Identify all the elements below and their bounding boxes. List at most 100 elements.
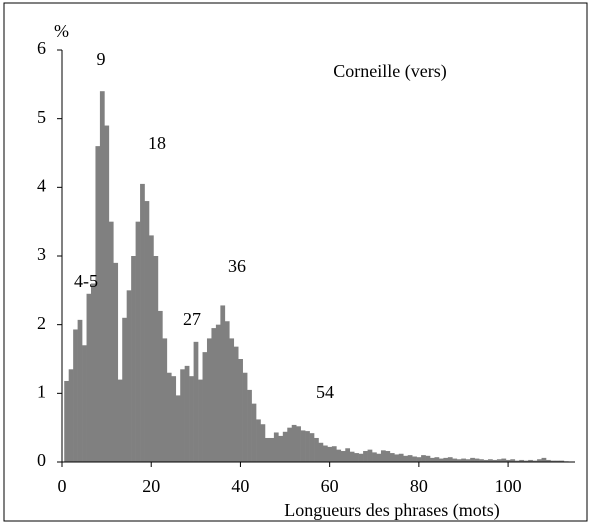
bar	[224, 321, 230, 462]
bar	[153, 256, 159, 462]
bar	[300, 430, 306, 462]
y-tick-label: 4	[37, 175, 46, 195]
bar	[184, 365, 190, 462]
bar	[541, 457, 547, 462]
bar	[483, 459, 489, 462]
bar	[380, 450, 386, 462]
bar	[198, 379, 203, 462]
bar	[412, 456, 417, 462]
bar	[403, 455, 409, 462]
bar	[126, 290, 132, 462]
annotation: 54	[316, 382, 334, 402]
x-tick-label: 80	[410, 476, 428, 496]
bar	[82, 345, 87, 462]
bar	[144, 201, 150, 463]
bar	[215, 324, 221, 462]
bar	[95, 146, 101, 462]
bar	[211, 328, 217, 462]
bar	[64, 380, 69, 462]
bar	[349, 451, 355, 462]
y-tick-label: 3	[37, 244, 46, 264]
bar	[559, 460, 565, 462]
bar	[162, 338, 168, 462]
bar	[389, 453, 395, 462]
bar	[447, 457, 453, 462]
bar	[189, 376, 194, 462]
bar	[99, 91, 105, 462]
bar	[367, 449, 373, 462]
bar	[394, 454, 400, 462]
annotation: 4-5	[74, 271, 98, 291]
bar	[438, 458, 444, 462]
bar	[501, 458, 507, 462]
annotation: 36	[228, 256, 246, 276]
bar	[260, 424, 266, 462]
bar	[345, 448, 351, 462]
x-tick-label: 40	[231, 476, 249, 496]
bar	[532, 460, 538, 462]
bar	[327, 446, 333, 462]
bar	[108, 221, 114, 462]
bar	[554, 460, 560, 462]
y-tick-label: 0	[37, 450, 46, 470]
y-axis-label: %	[54, 21, 69, 41]
bar	[354, 453, 359, 462]
bar	[282, 431, 288, 462]
bar	[358, 453, 364, 462]
bar	[233, 346, 239, 462]
bar	[291, 424, 297, 462]
bar	[505, 459, 511, 462]
bar	[363, 451, 368, 462]
bar	[452, 458, 458, 462]
bar	[247, 389, 252, 462]
bar	[496, 459, 502, 462]
bar	[488, 459, 493, 462]
bar	[206, 338, 212, 462]
bar	[314, 437, 319, 462]
bar	[309, 433, 315, 462]
bar	[193, 341, 199, 462]
bar	[175, 395, 181, 462]
bar	[416, 457, 422, 462]
bar	[372, 452, 377, 462]
bar	[77, 319, 83, 462]
bar	[425, 455, 431, 462]
bar	[148, 235, 154, 462]
bar	[251, 403, 257, 462]
bar	[73, 329, 78, 462]
bar	[456, 459, 462, 462]
bar	[479, 459, 484, 462]
bar	[318, 442, 324, 462]
bar	[202, 352, 208, 462]
bar	[385, 451, 391, 462]
bar	[407, 455, 413, 462]
bar	[443, 457, 449, 462]
x-tick-label: 60	[321, 476, 339, 496]
bar	[331, 446, 337, 462]
bar	[322, 445, 328, 462]
annotation: 9	[97, 49, 106, 69]
bar	[157, 310, 163, 462]
x-axis-label: Longueurs des phrases (mots)	[284, 500, 499, 521]
bar	[180, 369, 185, 462]
bar	[90, 283, 96, 462]
bar	[238, 359, 243, 462]
annotation: 27	[183, 309, 201, 329]
bar	[376, 453, 382, 462]
bar	[474, 458, 480, 462]
bar	[296, 426, 301, 462]
bar	[340, 451, 346, 462]
bar	[242, 372, 248, 462]
y-tick-label: 6	[37, 38, 46, 58]
bar	[421, 455, 426, 462]
frame	[3, 2, 588, 522]
bar	[537, 459, 542, 462]
annotation: 18	[148, 133, 166, 153]
bar	[523, 460, 529, 462]
bar	[113, 262, 119, 462]
bar	[278, 435, 284, 462]
bar	[86, 293, 92, 462]
bar	[492, 459, 498, 462]
bar	[166, 372, 172, 462]
